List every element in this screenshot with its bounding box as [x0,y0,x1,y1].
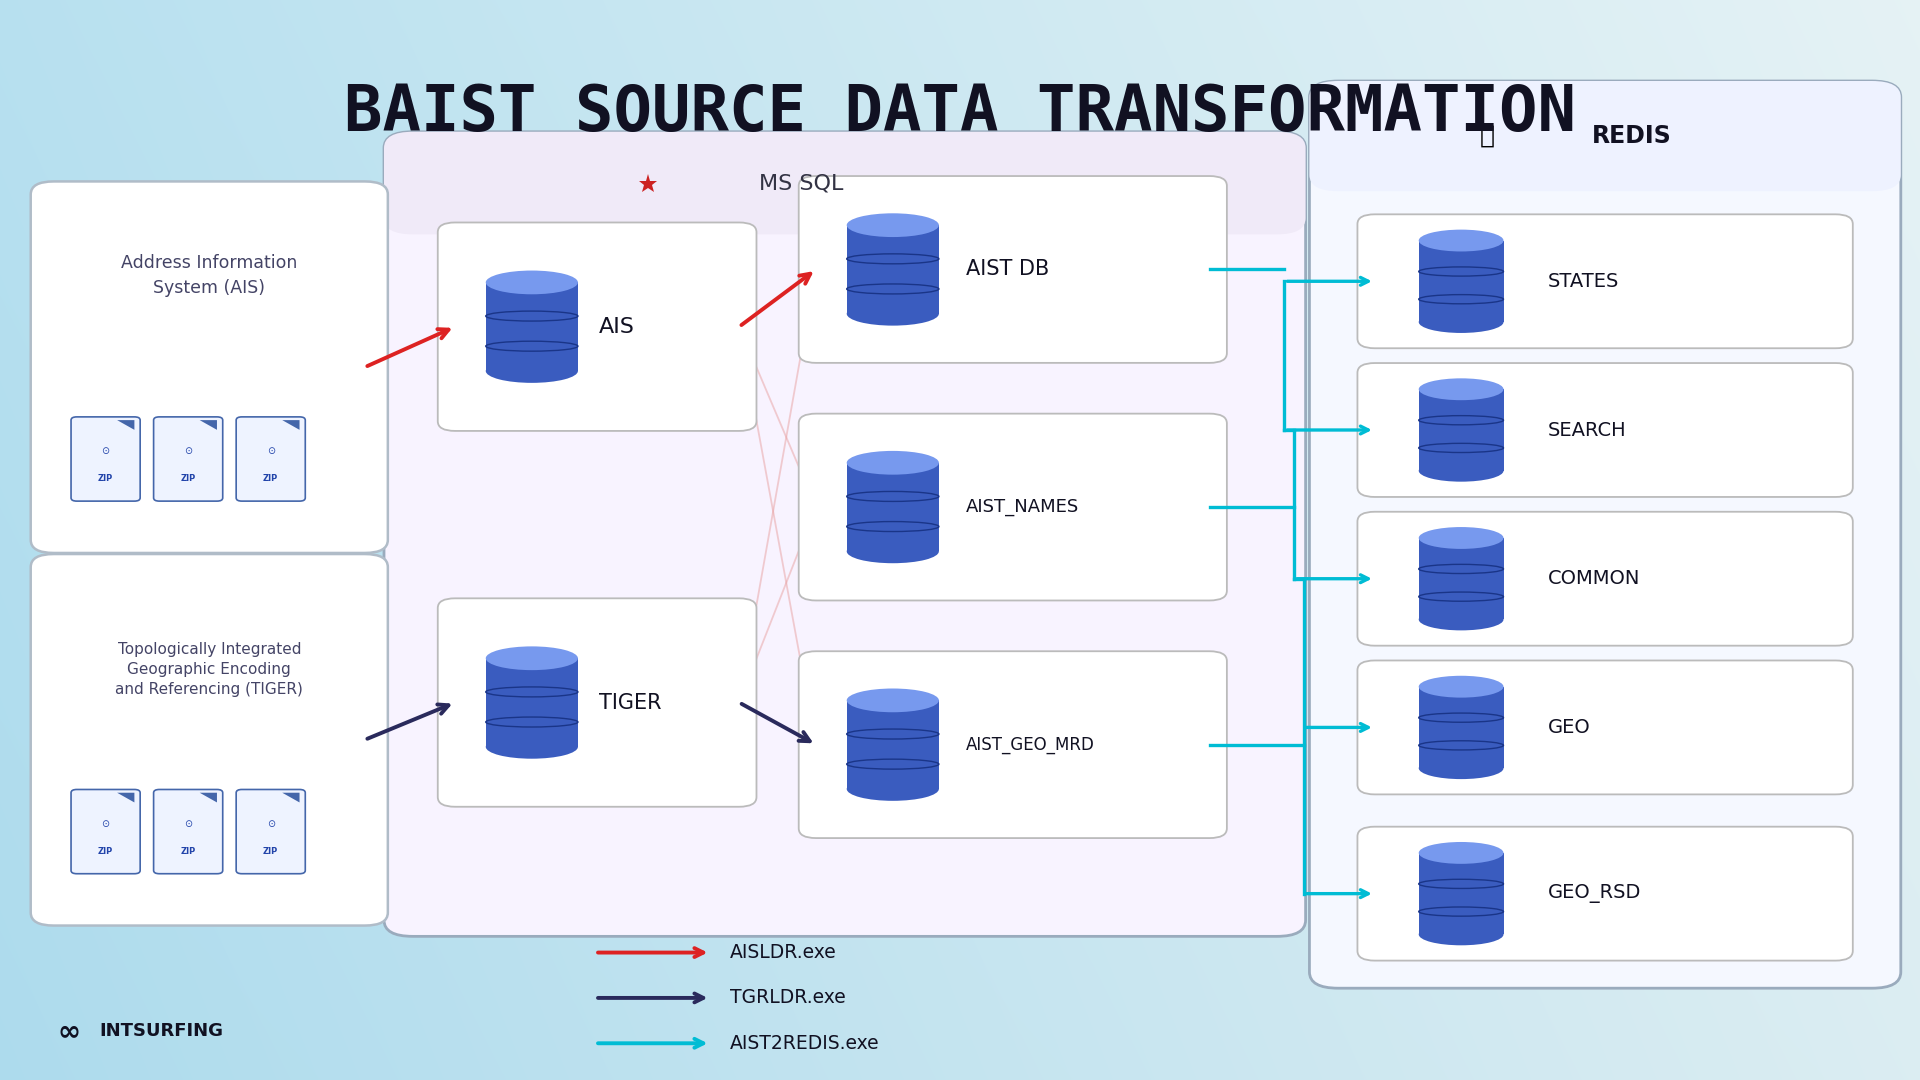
Text: GEO: GEO [1548,718,1590,737]
Ellipse shape [847,689,939,713]
FancyBboxPatch shape [1419,389,1503,471]
Text: ⊙: ⊙ [184,819,192,829]
Text: ⊙: ⊙ [102,446,109,457]
Text: ⊙: ⊙ [184,446,192,457]
Ellipse shape [486,646,578,670]
FancyBboxPatch shape [847,462,939,551]
FancyBboxPatch shape [438,598,756,807]
Ellipse shape [847,451,939,475]
Ellipse shape [847,540,939,564]
Polygon shape [117,793,134,802]
FancyBboxPatch shape [847,700,939,788]
FancyBboxPatch shape [236,417,305,501]
FancyBboxPatch shape [1357,214,1853,348]
FancyBboxPatch shape [31,554,388,926]
Text: ZIP: ZIP [98,847,113,855]
FancyBboxPatch shape [1309,81,1901,988]
FancyBboxPatch shape [1357,512,1853,646]
FancyBboxPatch shape [236,789,305,874]
FancyBboxPatch shape [1357,363,1853,497]
Text: ZIP: ZIP [263,474,278,483]
Polygon shape [282,793,300,802]
FancyBboxPatch shape [384,132,1306,936]
FancyBboxPatch shape [384,132,1306,234]
Text: ⊙: ⊙ [102,819,109,829]
Ellipse shape [486,734,578,758]
Ellipse shape [486,359,578,383]
Text: AIST_NAMES: AIST_NAMES [966,498,1079,516]
Text: GEO_RSD: GEO_RSD [1548,885,1642,903]
FancyBboxPatch shape [847,226,939,313]
Ellipse shape [1419,378,1503,401]
Ellipse shape [1419,676,1503,698]
Ellipse shape [1419,460,1503,482]
Text: TIGER: TIGER [599,692,662,713]
Ellipse shape [1419,527,1503,549]
Text: ZIP: ZIP [180,474,196,483]
Text: ⊙: ⊙ [267,819,275,829]
Text: ⊙: ⊙ [267,446,275,457]
FancyBboxPatch shape [486,283,578,372]
Ellipse shape [847,301,939,326]
Text: Address Information
System (AIS): Address Information System (AIS) [121,254,298,297]
Ellipse shape [1419,757,1503,779]
Text: AIST DB: AIST DB [966,259,1048,280]
Text: Topologically Integrated
Geographic Encoding
and Referencing (TIGER): Topologically Integrated Geographic Enco… [115,643,303,697]
Text: STATES: STATES [1548,272,1619,291]
FancyBboxPatch shape [1419,538,1503,620]
Text: ∞: ∞ [58,1017,81,1045]
Text: 🟥: 🟥 [1480,124,1496,148]
Text: REDIS: REDIS [1592,124,1672,148]
FancyBboxPatch shape [1419,687,1503,768]
FancyBboxPatch shape [799,414,1227,600]
FancyBboxPatch shape [154,789,223,874]
Text: MS SQL: MS SQL [760,174,843,193]
FancyBboxPatch shape [154,417,223,501]
Text: SEARCH: SEARCH [1548,420,1626,440]
Polygon shape [200,793,217,802]
Ellipse shape [1419,230,1503,252]
Text: COMMON: COMMON [1548,569,1640,589]
Text: AIST2REDIS.exe: AIST2REDIS.exe [730,1034,879,1053]
Text: AIS: AIS [599,316,636,337]
Text: TGRLDR.exe: TGRLDR.exe [730,988,845,1008]
FancyBboxPatch shape [486,658,578,747]
Ellipse shape [1419,311,1503,333]
FancyBboxPatch shape [1357,826,1853,960]
Text: BAIST SOURCE DATA TRANSFORMATION: BAIST SOURCE DATA TRANSFORMATION [344,82,1576,145]
Ellipse shape [486,270,578,294]
FancyBboxPatch shape [438,222,756,431]
FancyBboxPatch shape [799,651,1227,838]
Polygon shape [117,420,134,430]
FancyBboxPatch shape [71,789,140,874]
FancyBboxPatch shape [1419,241,1503,322]
FancyBboxPatch shape [31,181,388,553]
Text: AIST_GEO_MRD: AIST_GEO_MRD [966,735,1094,754]
Text: ZIP: ZIP [98,474,113,483]
FancyBboxPatch shape [799,176,1227,363]
FancyBboxPatch shape [1419,853,1503,934]
Polygon shape [282,420,300,430]
Ellipse shape [847,778,939,801]
FancyBboxPatch shape [71,417,140,501]
Text: AISLDR.exe: AISLDR.exe [730,943,837,962]
Ellipse shape [1419,842,1503,864]
Ellipse shape [847,213,939,237]
Text: INTSURFING: INTSURFING [100,1023,225,1040]
Ellipse shape [1419,608,1503,631]
Text: ZIP: ZIP [180,847,196,855]
Polygon shape [200,420,217,430]
FancyBboxPatch shape [1357,661,1853,795]
Ellipse shape [1419,923,1503,945]
FancyBboxPatch shape [1309,81,1901,191]
Text: ZIP: ZIP [263,847,278,855]
